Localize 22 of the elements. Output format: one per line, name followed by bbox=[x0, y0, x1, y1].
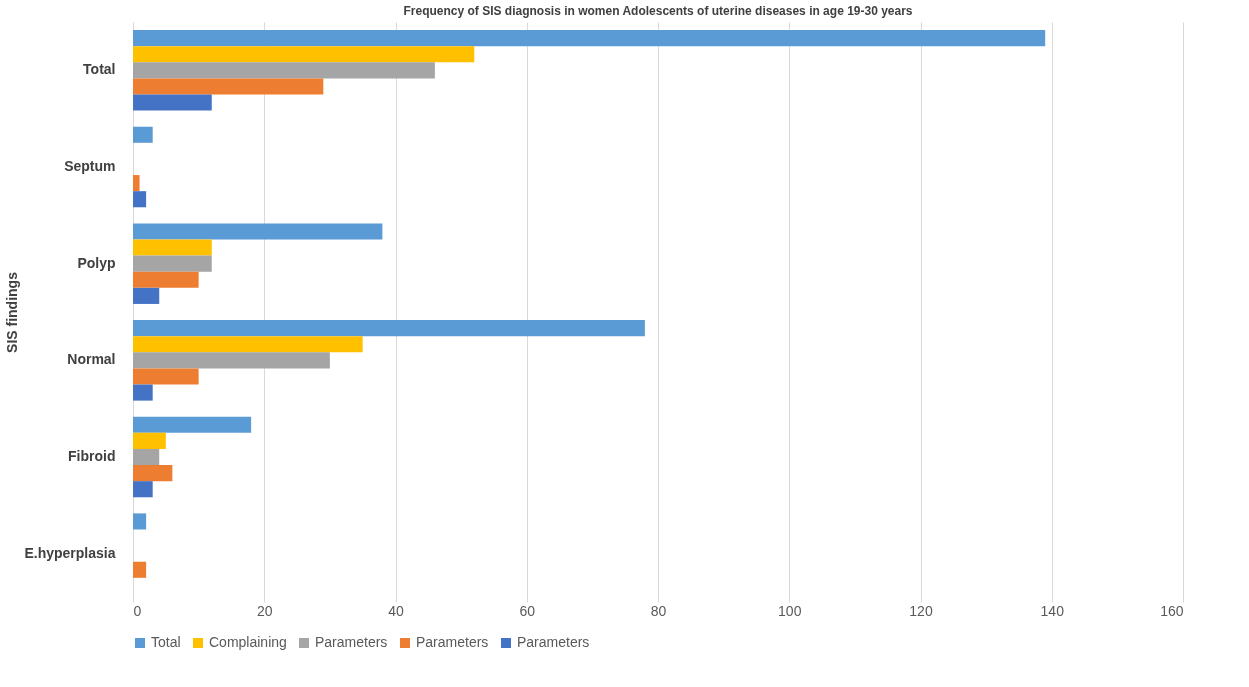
x-tick-label: 60 bbox=[519, 602, 536, 619]
legend-label: Complaining bbox=[209, 634, 287, 650]
legend-label: Total bbox=[151, 634, 181, 650]
x-tick-label: 140 bbox=[1040, 602, 1065, 619]
x-tick-label: 0 bbox=[133, 602, 142, 619]
x-tick-label: 120 bbox=[909, 602, 933, 619]
x-tick-label: 80 bbox=[650, 602, 667, 619]
x-tick-label: 20 bbox=[256, 602, 273, 619]
chart-title: Frequency of SIS diagnosis in women Adolescents of uterine diseases in age 19-30 years bbox=[403, 4, 913, 18]
x-tick-label: 100 bbox=[778, 602, 802, 619]
y-axis-title: SIS findings bbox=[4, 271, 21, 353]
y-tick-label: E.hyperplasia bbox=[24, 544, 116, 561]
y-tick-label: Fibroid bbox=[68, 448, 116, 464]
legend-label: Parameters bbox=[315, 634, 388, 650]
legend-label: Parameters bbox=[517, 634, 590, 650]
y-tick-label: Total bbox=[83, 61, 116, 78]
y-tick-label: Septum bbox=[64, 158, 116, 174]
x-tick-label: 160 bbox=[1160, 602, 1184, 619]
legend-label: Parameters bbox=[416, 634, 489, 650]
y-tick-label: Normal bbox=[67, 351, 116, 368]
y-tick-label: Polyp bbox=[77, 254, 116, 271]
x-tick-label: 40 bbox=[388, 602, 404, 619]
